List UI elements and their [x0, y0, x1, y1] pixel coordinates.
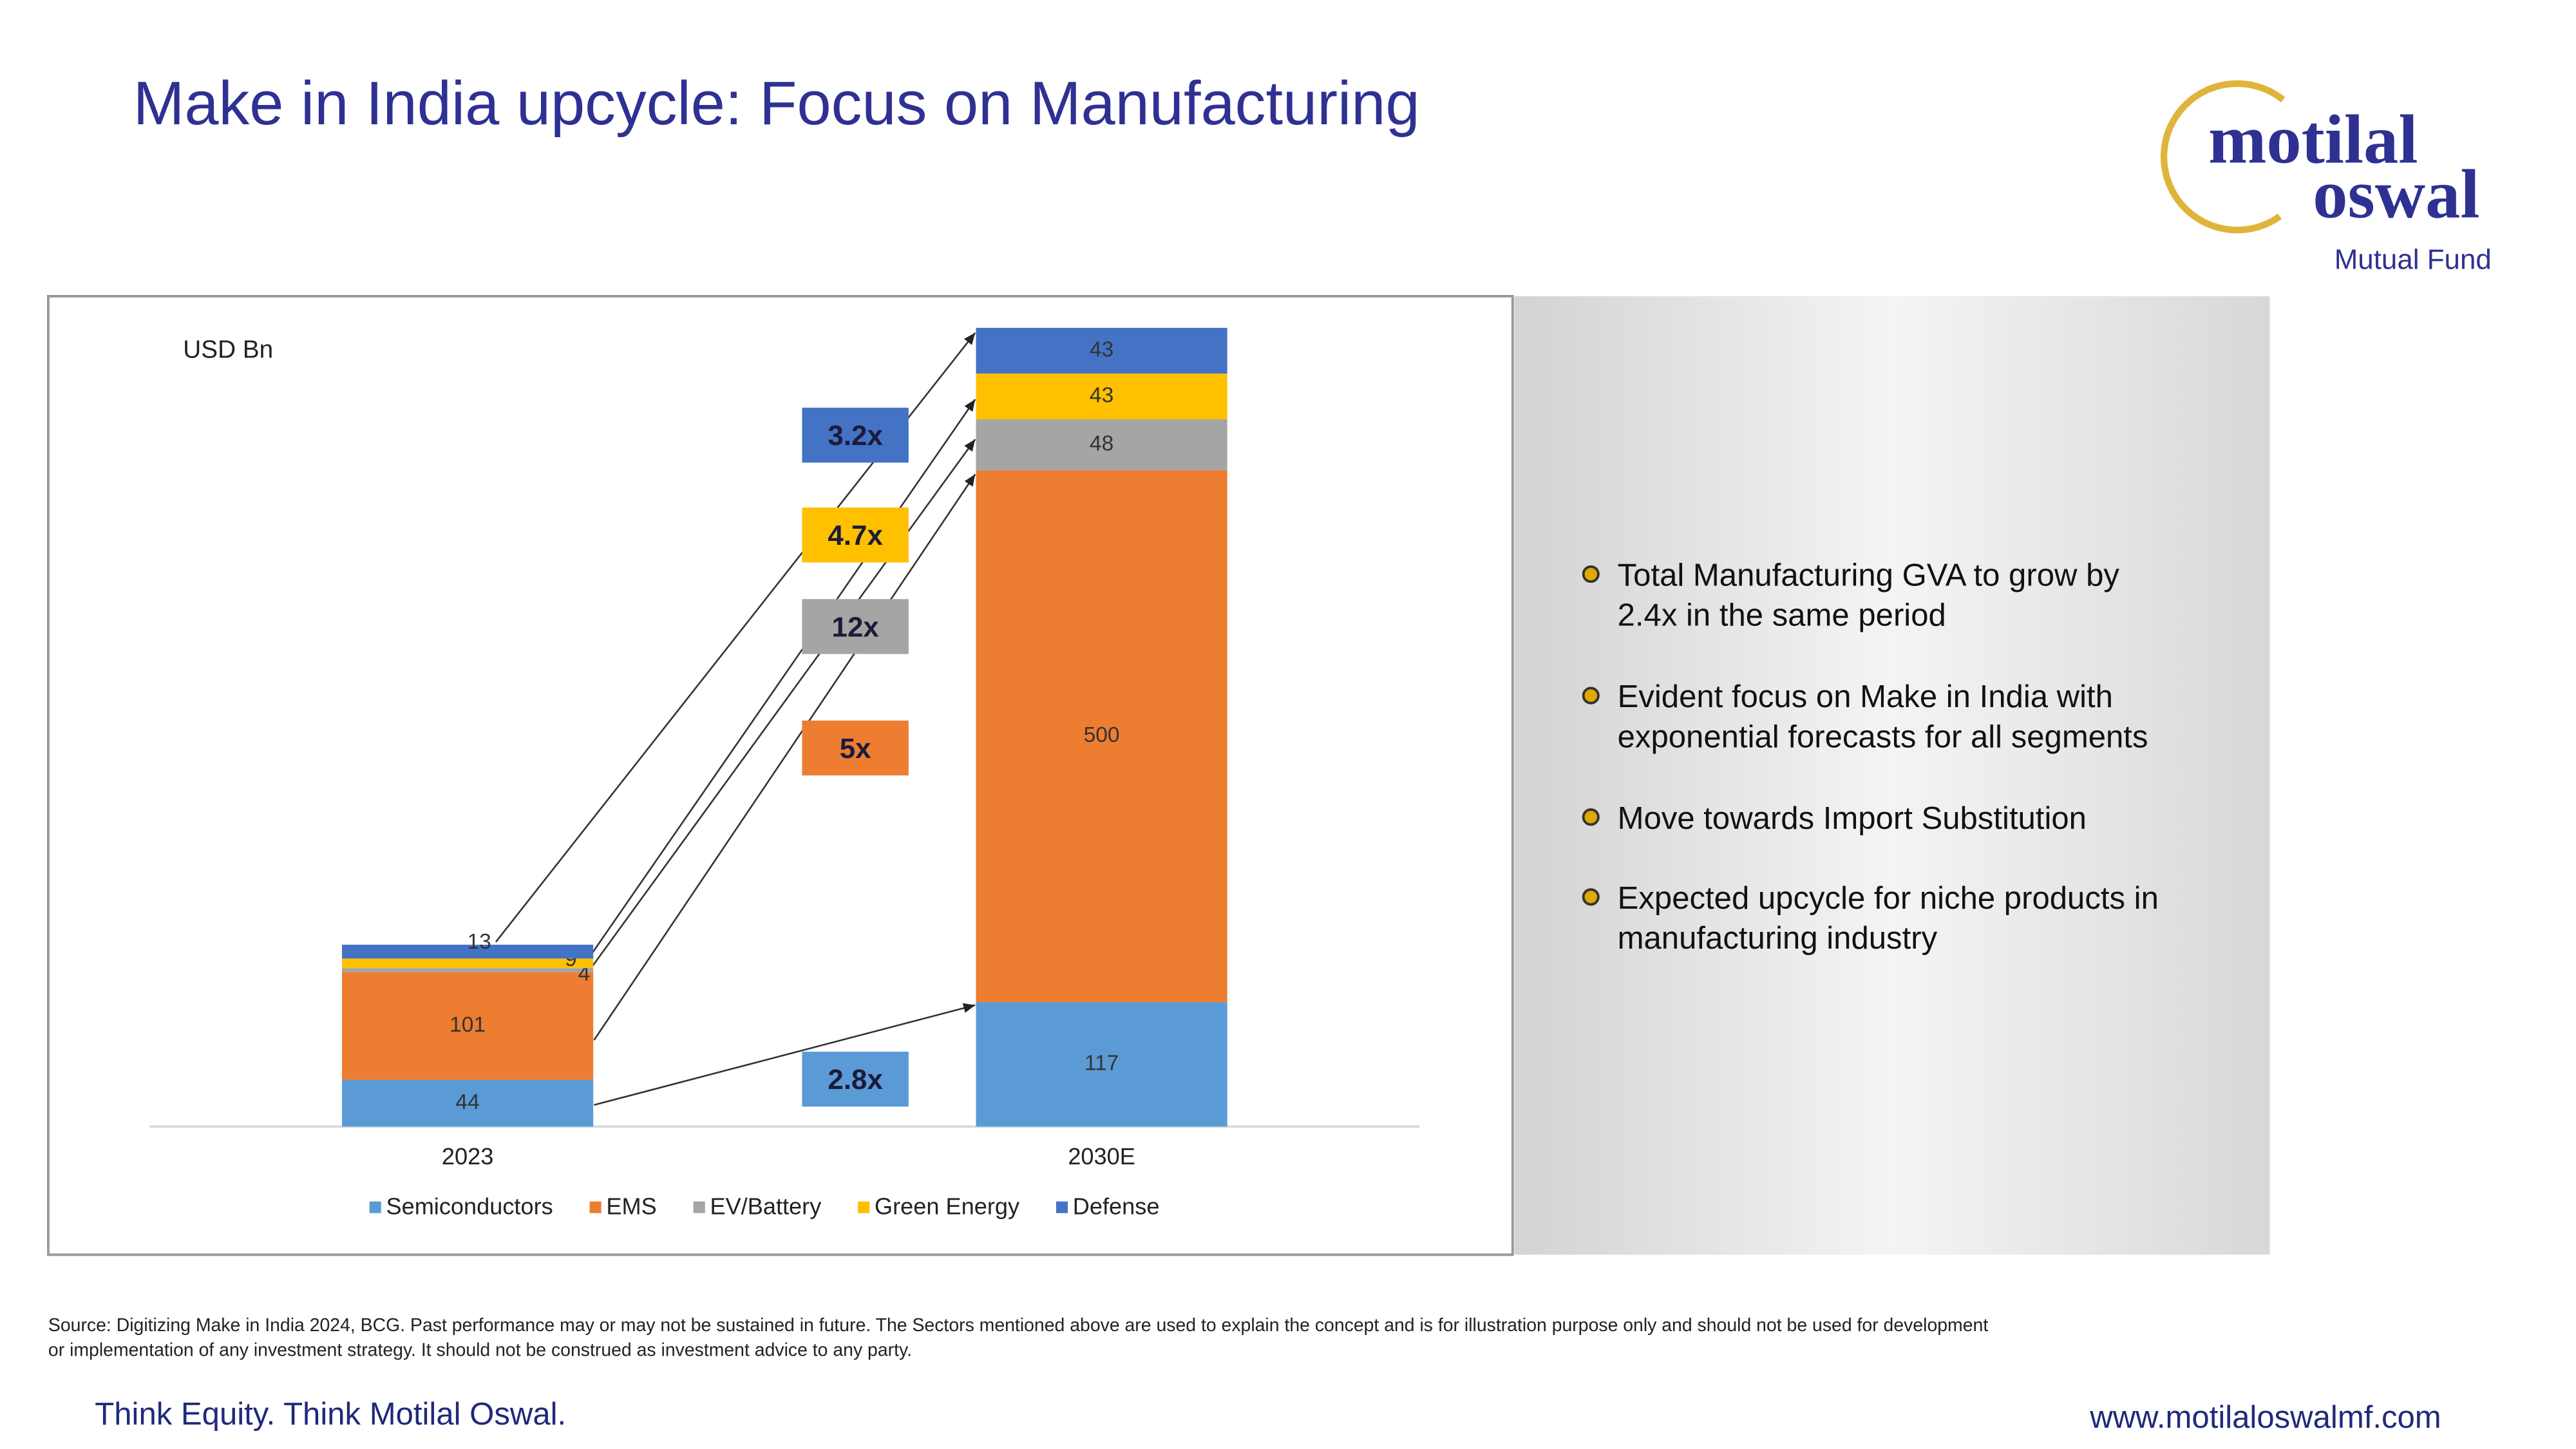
data-label: 101 — [450, 1013, 486, 1037]
bar-segment — [976, 374, 1227, 420]
bullets: Total Manufacturing GVA to grow by 2.4x i… — [1582, 558, 2159, 956]
data-label: 500 — [1084, 723, 1120, 747]
multiplier-box — [802, 720, 909, 776]
bullet-text: Total Manufacturing GVA to grow by — [1618, 558, 2120, 593]
data-label: 117 — [1084, 1052, 1119, 1075]
multiplier-box — [802, 1052, 909, 1107]
plot: 20234410149132030E1175004843433.2x4.7x12… — [342, 328, 1227, 1220]
bullet-text: 2.4x in the same period — [1618, 598, 1946, 633]
bar-segment — [976, 470, 1227, 1003]
multiplier-box — [802, 408, 909, 463]
unit-label: USD Bn — [183, 336, 273, 363]
bar-segment — [342, 944, 594, 959]
x-tick-label: 2023 — [442, 1143, 493, 1170]
bar-segment — [342, 972, 594, 1080]
bullet-text: manufacturing industry — [1618, 921, 1938, 956]
logo-subtext: Mutual Fund — [2334, 243, 2492, 275]
legend-swatch — [369, 1201, 381, 1213]
logo-arc — [2160, 80, 2286, 234]
bullet-text: Move towards Import Substitution — [1618, 801, 2087, 836]
legend-label: Semiconductors — [386, 1193, 553, 1220]
arrow — [590, 439, 976, 969]
source: Source: Digitizing Make in India 2024, B… — [48, 1315, 1988, 1336]
legend-swatch — [693, 1201, 705, 1213]
bullet-dot — [1582, 687, 1600, 705]
multiplier-box — [802, 507, 909, 563]
bar-segment — [342, 968, 594, 972]
multiplier-label: 4.7x — [828, 520, 883, 551]
bullet-text: exponential forecasts for all segments — [1618, 719, 2148, 754]
logo-text: oswal — [2313, 156, 2479, 233]
tagline: Think Equity. Think Motilal Oswal. — [95, 1397, 566, 1432]
data-label: 44 — [455, 1090, 479, 1114]
chart-frame — [46, 295, 1514, 1256]
data-label: 43 — [1090, 383, 1113, 407]
bullet-dot — [1582, 808, 1600, 826]
arrow — [593, 473, 976, 1041]
legend-swatch — [1056, 1201, 1068, 1213]
legend-label: EMS — [606, 1193, 656, 1220]
side-panel — [1514, 296, 2270, 1255]
website[interactable]: www.motilaloswalmf.com — [2089, 1400, 2441, 1435]
arrow — [590, 399, 976, 956]
logo: motilal oswal Mutual Fund — [2160, 80, 2492, 275]
data-label: 13 — [468, 930, 491, 954]
multiplier-label: 5x — [840, 733, 871, 764]
bar-segment — [342, 958, 594, 969]
data-label: 43 — [1090, 337, 1113, 361]
bar-segment — [976, 1002, 1227, 1127]
data-label: 48 — [1090, 432, 1113, 456]
legend-swatch — [858, 1201, 870, 1213]
x-tick-label: 2030E — [1068, 1143, 1135, 1170]
bar-segment — [976, 419, 1227, 471]
source: or implementation of any investment stra… — [48, 1340, 912, 1361]
logo-text: motilal — [2208, 100, 2418, 178]
legend-label: Green Energy — [875, 1193, 1019, 1220]
bullet-text: Evident focus on Make in India with — [1618, 679, 2113, 714]
multiplier-label: 12x — [832, 611, 880, 643]
legend-label: EV/Battery — [710, 1193, 821, 1220]
legend-label: Defense — [1073, 1193, 1160, 1220]
multiplier-label: 2.8x — [828, 1064, 883, 1095]
bar-segment — [342, 1079, 594, 1127]
legend-swatch — [589, 1201, 601, 1213]
multiplier-label: 3.2x — [828, 420, 883, 451]
bar-segment — [976, 328, 1227, 374]
arrow — [594, 1003, 976, 1106]
multiplier-box — [802, 599, 909, 654]
bullet-dot — [1582, 565, 1600, 583]
bullet-dot — [1582, 888, 1600, 906]
title: Make in India upcycle: Focus on Manufact… — [133, 69, 1420, 138]
bullet-text: Expected upcycle for niche products in — [1618, 881, 2159, 916]
